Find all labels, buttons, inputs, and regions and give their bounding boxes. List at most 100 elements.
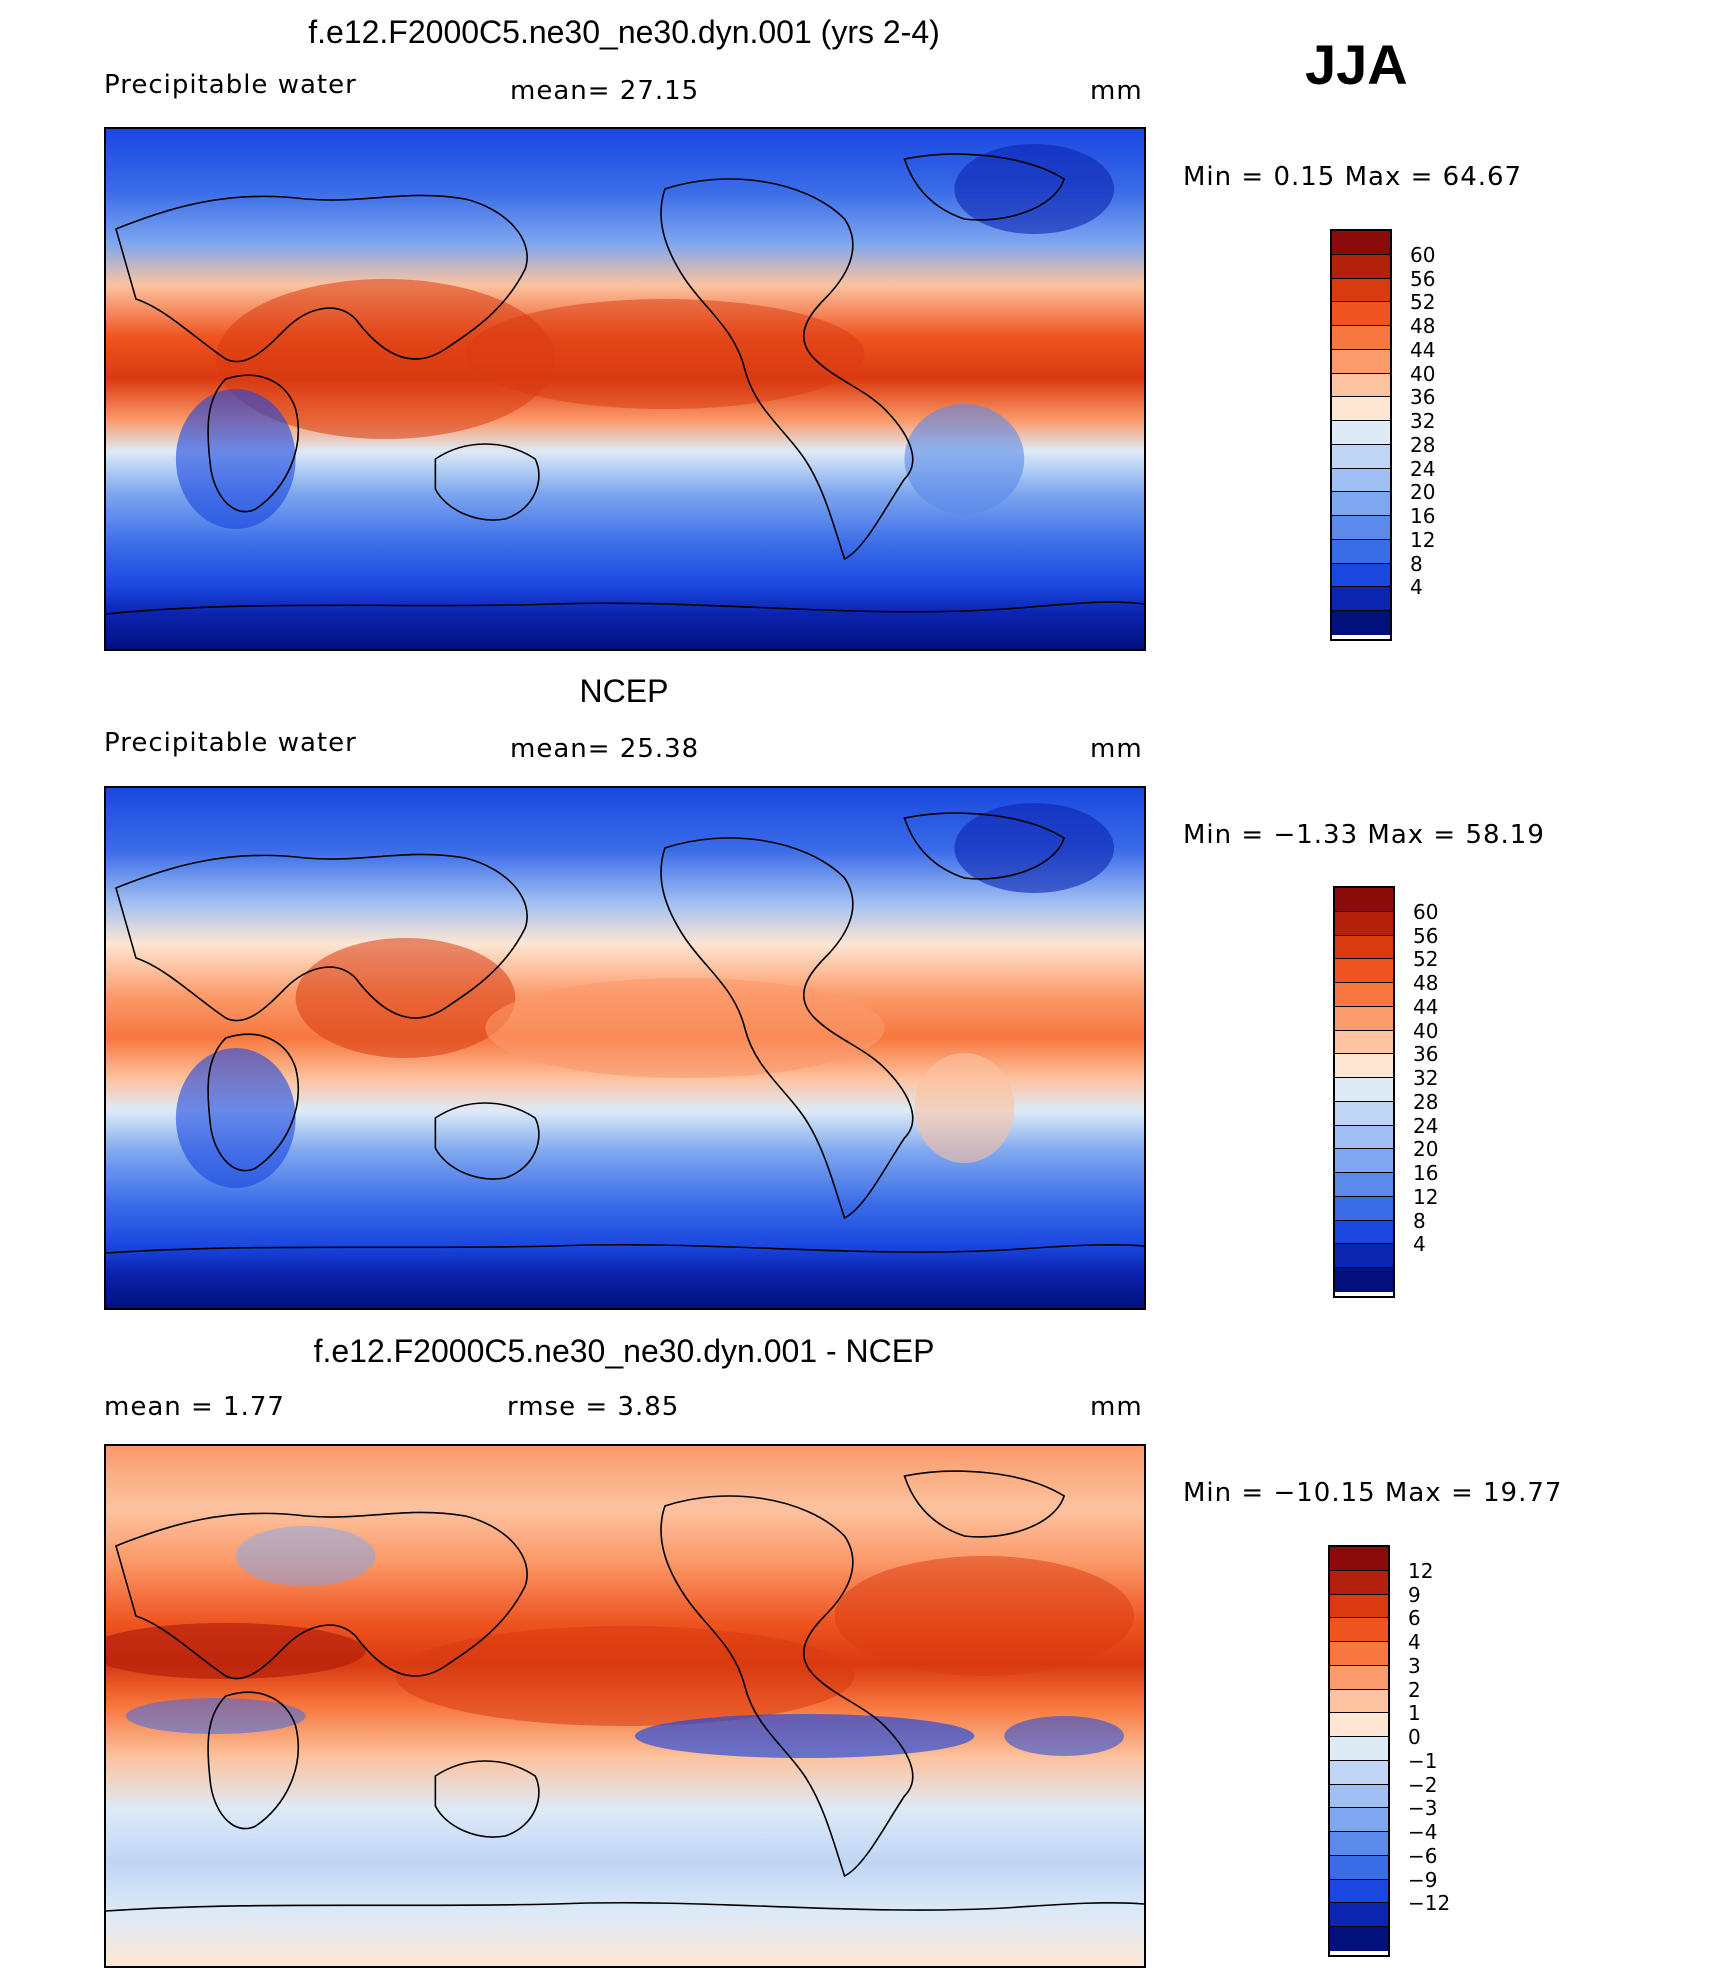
colorbar-swatch	[1335, 1268, 1393, 1292]
colorbar-swatch	[1335, 1030, 1393, 1055]
colorbar-swatch	[1330, 1689, 1388, 1714]
colorbar-swatch	[1335, 1125, 1393, 1150]
panel-2-min-max: Min = −1.33 Max = 58.19	[1183, 820, 1545, 850]
colorbar-swatch	[1335, 888, 1393, 912]
colorbar-level-label: 6	[1408, 1606, 1421, 1631]
colorbar-level-label: 40	[1413, 1018, 1439, 1043]
colorbar-level-label: 16	[1410, 504, 1436, 529]
colorbar-swatch	[1330, 1665, 1388, 1690]
colorbar-level-label: 56	[1410, 266, 1436, 291]
colorbar-swatch	[1332, 539, 1390, 564]
colorbar-level-label: 4	[1410, 575, 1423, 600]
panel-2-variable-label: Precipitable water	[104, 728, 357, 758]
colorbar-swatch	[1332, 349, 1390, 374]
colorbar-swatch	[1332, 373, 1390, 398]
panel-2-map-svg	[106, 788, 1144, 1308]
colorbar-swatch	[1335, 1149, 1393, 1173]
colorbar-swatch	[1332, 254, 1390, 279]
panel-2-units: mm	[1090, 734, 1143, 764]
colorbar-swatch	[1330, 1642, 1388, 1666]
colorbar-swatch	[1332, 302, 1390, 326]
colorbar-level-label: 48	[1413, 971, 1439, 996]
panel-1-map	[104, 127, 1146, 651]
colorbar-swatch	[1332, 397, 1390, 421]
colorbar-level-label: 32	[1413, 1066, 1439, 1091]
colorbar-level-label: 24	[1410, 456, 1436, 481]
colorbar-level-label: 56	[1413, 923, 1439, 948]
colorbar-swatch	[1335, 959, 1393, 983]
colorbar-swatch	[1335, 935, 1393, 960]
colorbar-level-label: −3	[1408, 1796, 1438, 1821]
colorbar-level-label: −12	[1408, 1891, 1451, 1916]
colorbar-level-label: 8	[1410, 551, 1423, 576]
colorbar-swatch	[1335, 1244, 1393, 1268]
colorbar-level-label: 52	[1413, 947, 1439, 972]
colorbar-swatch	[1335, 983, 1393, 1007]
panel-3-map-svg	[106, 1446, 1144, 1966]
panel-3-rmse-label: rmse = 3.85	[507, 1392, 680, 1422]
colorbar-swatch	[1332, 587, 1390, 611]
colorbar-level-label: 60	[1410, 242, 1436, 267]
colorbar-swatch	[1330, 1784, 1388, 1809]
panel-1-mean-label: mean= 27.15	[510, 76, 700, 106]
panel-3-map	[104, 1444, 1146, 1968]
colorbar-level-label: 2	[1408, 1677, 1421, 1702]
colorbar-level-label: 12	[1410, 527, 1436, 552]
colorbar-swatch	[1332, 421, 1390, 445]
panel-2-colorbar	[1333, 886, 1395, 1298]
panel-3-title: f.e12.F2000C5.ne30_ne30.dyn.001 - NCEP	[313, 1333, 935, 1369]
colorbar-level-label: −6	[1408, 1843, 1438, 1868]
colorbar-level-label: 4	[1408, 1630, 1421, 1655]
colorbar-level-label: −2	[1408, 1772, 1438, 1797]
panel-2-mean-label: mean= 25.38	[510, 734, 700, 764]
colorbar-level-label: 60	[1413, 899, 1439, 924]
colorbar-level-label: 20	[1410, 480, 1436, 505]
colorbar-swatch	[1330, 1713, 1388, 1737]
colorbar-swatch	[1335, 1220, 1393, 1245]
panel-3-min-max: Min = −10.15 Max = 19.77	[1183, 1478, 1563, 1508]
colorbar-level-label: 9	[1408, 1582, 1421, 1607]
colorbar-swatch	[1335, 1196, 1393, 1221]
colorbar-level-label: 12	[1408, 1558, 1434, 1583]
season-label: JJA	[1305, 33, 1408, 96]
colorbar-swatch	[1330, 1927, 1388, 1951]
colorbar-swatch	[1330, 1903, 1388, 1927]
colorbar-level-label: 28	[1413, 1089, 1439, 1114]
panel-2-title: NCEP	[579, 673, 669, 709]
colorbar-swatch	[1335, 1173, 1393, 1197]
colorbar-swatch	[1330, 1832, 1388, 1856]
colorbar-swatch	[1335, 911, 1393, 936]
colorbar-swatch	[1330, 1618, 1388, 1642]
colorbar-level-label: −9	[1408, 1867, 1438, 1892]
colorbar-swatch	[1335, 1006, 1393, 1031]
colorbar-swatch	[1332, 468, 1390, 493]
colorbar-swatch	[1330, 1879, 1388, 1904]
colorbar-level-label: −1	[1408, 1748, 1438, 1773]
colorbar-swatch	[1332, 278, 1390, 303]
colorbar-swatch	[1330, 1855, 1388, 1880]
panel-3-mean-label: mean = 1.77	[104, 1392, 285, 1422]
colorbar-level-label: 0	[1408, 1725, 1421, 1750]
colorbar-level-label: 20	[1413, 1137, 1439, 1162]
panel-2-map	[104, 786, 1146, 1310]
colorbar-level-label: 28	[1410, 432, 1436, 457]
colorbar-level-label: 32	[1410, 409, 1436, 434]
colorbar-swatch	[1330, 1808, 1388, 1832]
colorbar-swatch	[1332, 516, 1390, 540]
colorbar-level-label: 24	[1413, 1113, 1439, 1138]
colorbar-swatch	[1332, 492, 1390, 516]
panel-3-colorbar	[1328, 1545, 1390, 1957]
colorbar-swatch	[1330, 1737, 1388, 1761]
colorbar-swatch	[1332, 326, 1390, 350]
colorbar-level-label: 3	[1408, 1653, 1421, 1678]
colorbar-swatch	[1335, 1054, 1393, 1078]
colorbar-swatch	[1330, 1760, 1388, 1785]
colorbar-level-label: 36	[1413, 1042, 1439, 1067]
colorbar-swatch	[1330, 1570, 1388, 1595]
panel-1-map-svg	[106, 129, 1144, 649]
panel-1-min-max: Min = 0.15 Max = 64.67	[1183, 162, 1523, 192]
colorbar-swatch	[1330, 1594, 1388, 1619]
colorbar-level-label: 1	[1408, 1701, 1421, 1726]
colorbar-level-label: 44	[1413, 994, 1439, 1019]
panel-1-units: mm	[1090, 76, 1143, 106]
